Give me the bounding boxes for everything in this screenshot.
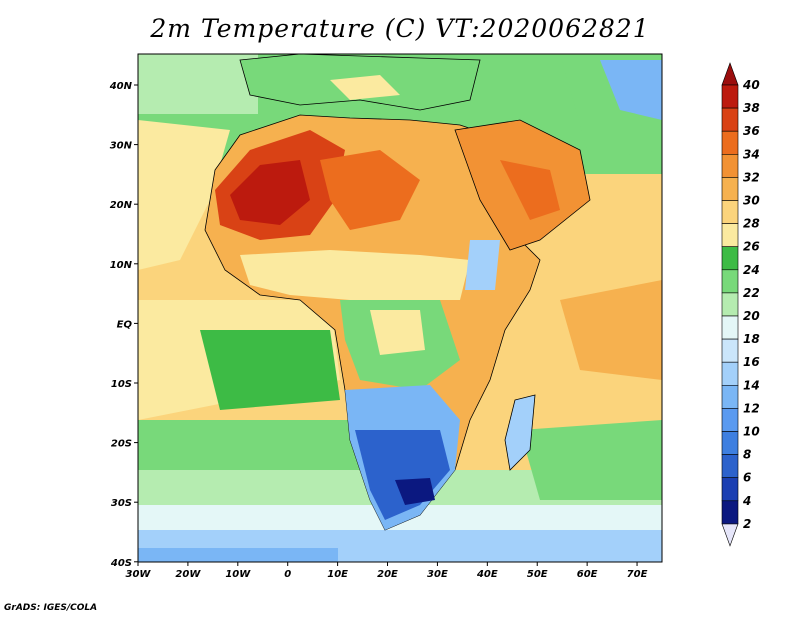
colorbar-swatch [721,177,739,201]
lon-tick-label: 30W [126,569,152,580]
lon-tick-label: 50E [527,569,548,580]
colorbar-label: 26 [743,240,760,254]
colorbar-label: 12 [743,401,760,415]
colorbar-swatch [721,154,739,178]
colorbar-swatch [721,130,739,155]
map-axes: 30W 20W 10W 0 10E 20E 30E 40E 50E 60E 70E 40N 30N 20N… [109,81,648,580]
colorbar-label: 6 [743,471,751,485]
lat-tick-label: 20N [110,200,133,211]
colorbar-swatch [721,408,739,432]
colorbar-label: 2 [743,517,751,531]
map-frame [137,53,663,563]
colorbar-swatch [721,200,739,224]
colorbar-label: 40 [742,78,760,92]
lat-tick-label: 40S [110,558,132,569]
lon-tick-label: 10E [327,569,348,580]
colorbar-swatch [721,477,739,502]
lat-tick-label: 30N [110,141,133,152]
colorbar-label: 10 [743,425,760,439]
colorbar-label: 36 [743,124,760,138]
page-title: 2m Temperature (C) VT:2020062821 [150,14,650,43]
colorbar-swatch [721,384,739,409]
colorbar-label: 18 [743,332,760,346]
colorbar-swatch [721,292,739,317]
colorbar-label: 4 [742,494,751,508]
colorbar-swatch [721,223,739,248]
colorbar-swatch [721,500,739,525]
colorbar-swatch [721,338,739,363]
colorbar-label: 20 [743,309,760,323]
lat-tick-label: 10N [110,260,133,271]
colorbar-label: 32 [743,170,760,184]
lat-tick-label: 10S [111,379,132,390]
colorbar-bottom-arrow [721,523,739,547]
colorbar-swatch [721,454,739,479]
lat-tick-label: EQ [117,319,133,330]
colorbar-swatch [721,269,739,294]
lon-tick-label: 20W [175,569,201,580]
lon-tick-label: 30E [427,569,448,580]
colorbar-label: 28 [743,217,760,231]
colorbar-swatch [721,246,739,271]
lon-tick-label: 10W [225,569,251,580]
colorbar-label: 30 [743,194,760,208]
colorbar-swatch [721,84,739,109]
lon-tick-label: 0 [284,569,291,580]
lat-tick-label: 40N [109,81,133,92]
lat-tick-label: 20S [111,439,132,450]
colorbar-label: 14 [743,378,760,392]
colorbar-label: 34 [743,147,760,161]
colorbar-label: 24 [743,263,760,277]
colorbar-label: 38 [743,101,760,115]
colorbar-label: 8 [743,448,751,462]
colorbar-swatch [721,315,739,340]
temperature-map [138,54,662,562]
colorbar-label: 16 [743,355,760,369]
colorbar-swatch [721,107,739,132]
lat-tick-label: 30S [111,498,132,509]
colorbar-top-arrow [721,62,739,86]
lon-tick-label: 60E [577,569,598,580]
colorbar-label: 22 [743,286,760,300]
lon-tick-label: 70E [627,569,648,580]
colorbar-swatch [721,431,739,455]
credit-text: GrADS: IGES/COLA [4,603,98,613]
colorbar-swatch [721,361,739,386]
lon-tick-label: 20E [377,569,398,580]
lon-tick-label: 40E [476,569,498,580]
